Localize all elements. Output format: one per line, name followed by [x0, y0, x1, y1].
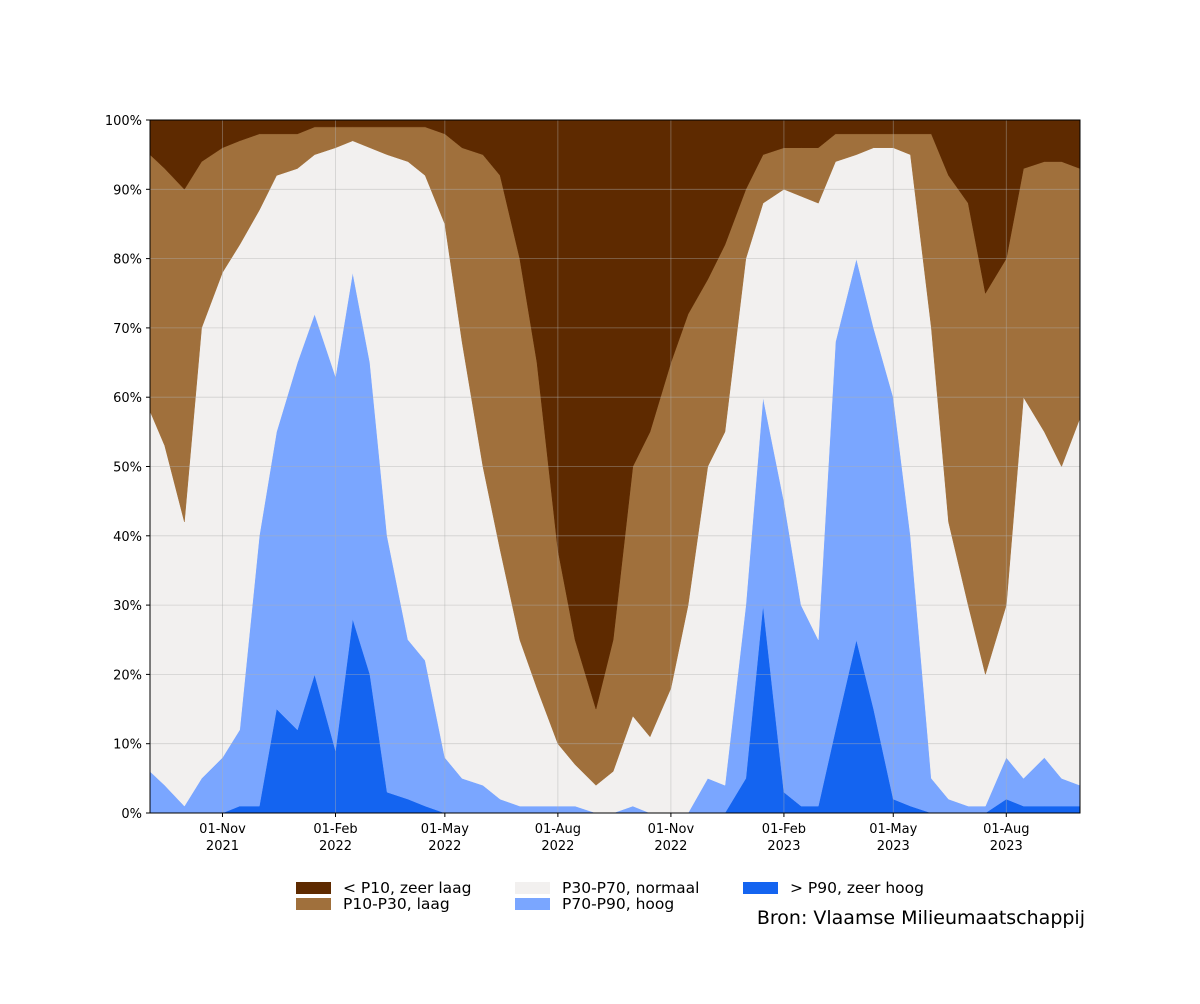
x-tick-label: 01-Nov [648, 822, 695, 837]
legend-swatch [296, 898, 331, 910]
y-tick-label: 0% [121, 807, 142, 822]
x-tick-label: 01-May [421, 822, 469, 837]
legend-swatch [296, 882, 331, 894]
legend-label: > P90, zeer hoog [790, 879, 924, 897]
y-tick-label: 40% [113, 530, 142, 545]
y-tick-label: 70% [113, 322, 142, 337]
legend-label: P70-P90, hoog [562, 895, 674, 913]
legend-swatch [515, 882, 550, 894]
x-tick-label: 2022 [541, 839, 574, 854]
x-tick-label: 2021 [206, 839, 239, 854]
y-tick-label: 20% [113, 668, 142, 683]
x-tick-label: 01-Aug [983, 822, 1029, 837]
legend-swatch [743, 882, 778, 894]
x-tick-label: 2022 [654, 839, 687, 854]
x-tick-label: 01-Feb [313, 822, 357, 837]
y-tick-label: 10% [113, 738, 142, 753]
x-tick-label: 2022 [428, 839, 461, 854]
legend-label: P10-P30, laag [343, 895, 450, 913]
legend-label: < P10, zeer laag [343, 879, 472, 897]
legend-label: P30-P70, normaal [562, 879, 699, 897]
x-tick-label: 2023 [877, 839, 910, 854]
x-tick-label: 01-May [869, 822, 917, 837]
plot-frame [149, 119, 1081, 814]
source: Bron: Vlaamse Milieumaatschappij [757, 907, 1085, 929]
y-tick-label: 90% [113, 183, 142, 198]
x-tick-label: 01-Aug [535, 822, 581, 837]
x-tick-label: 2022 [319, 839, 352, 854]
y-tick-label: 60% [113, 391, 142, 406]
y-tick-label: 30% [113, 599, 142, 614]
y-tick-label: 80% [113, 253, 142, 268]
y-tick-label: 50% [113, 461, 142, 476]
x-tick-label: 2023 [990, 839, 1023, 854]
x-tick-label: 01-Nov [199, 822, 246, 837]
y-tick-label: 100% [105, 114, 142, 129]
legend-swatch [515, 898, 550, 910]
x-tick-label: 2023 [767, 839, 800, 854]
x-tick-label: 01-Feb [762, 822, 806, 837]
